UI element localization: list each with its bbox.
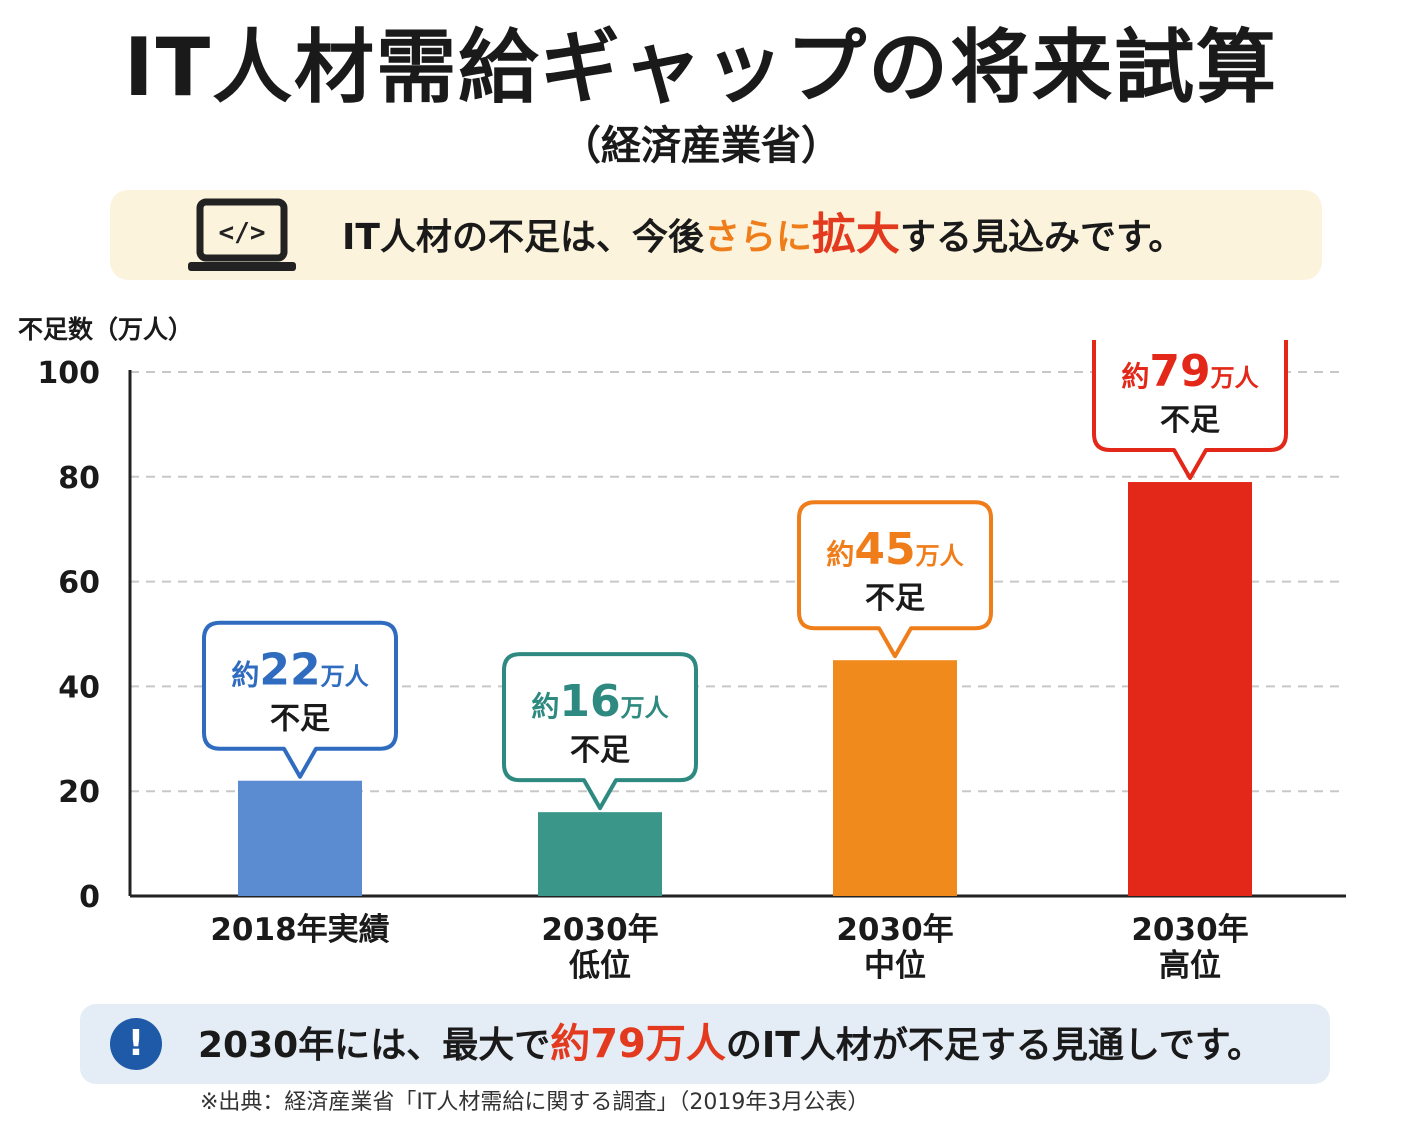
callout-note: 不足 [865,581,925,616]
conclusion-note: ! 2030年には、最大で約79万人のIT人材が不足する見通しです。 [80,1004,1330,1084]
callout-note: 不足 [570,733,630,768]
y-tick-label: 100 [37,356,100,391]
page-subtitle: （経済産業省） [561,123,841,169]
banner-text: IT人材の不足は、今後さらに拡大する見込みです。 [342,209,1185,260]
laptop-code-icon: </> [188,198,296,271]
x-tick-label: 高位 [1159,948,1221,984]
callout-value: 約22万人 [231,645,368,696]
y-axis-label: 不足数（万人） [18,315,194,344]
bar [1128,482,1252,896]
x-tick-label: 2030年 [836,912,953,948]
svg-text:</>: </> [219,218,266,248]
exclamation-icon: ! [110,1018,162,1070]
y-tick-label: 20 [58,775,100,810]
banner-highlight: さらに [703,217,812,258]
callout-value: 約79万人 [1121,346,1258,397]
banner-emphasis: 拡大 [811,209,900,260]
x-tick-label: 2030年 [1131,912,1248,948]
x-tick-label: 低位 [568,948,631,984]
x-tick-label: 中位 [864,948,926,984]
callout-note: 不足 [270,702,330,737]
source-citation: ※出典：経済産業省「IT人材需給に関する調査」（2019年3月公表） [200,1090,870,1115]
page-title: IT人材需給ギャップの将来試算 [123,21,1279,114]
y-tick-label: 40 [58,670,100,705]
callout-note: 不足 [1160,403,1220,438]
conclusion-text: 2030年には、最大で約79万人のIT人材が不足する見通しです。 [198,1021,1264,1067]
y-tick-label: 0 [79,880,100,915]
callout-bubble [202,620,398,779]
y-tick-label: 80 [58,461,100,496]
callout-bubble [1092,340,1288,481]
conclusion-emphasis: 約79万人 [550,1021,726,1067]
x-tick-label: 2030年 [541,912,658,948]
summary-banner: </> IT人材の不足は、今後さらに拡大する見込みです。 [110,190,1322,280]
callout-value: 約45万人 [826,524,963,575]
bar [833,660,957,896]
y-tick-label: 60 [58,566,100,601]
x-tick-label: 2018年実績 [210,912,389,948]
callout-bubble [797,500,993,659]
bar [538,812,662,896]
callout-bubble [502,652,698,811]
bar [238,780,362,896]
callout-value: 約16万人 [531,676,668,727]
